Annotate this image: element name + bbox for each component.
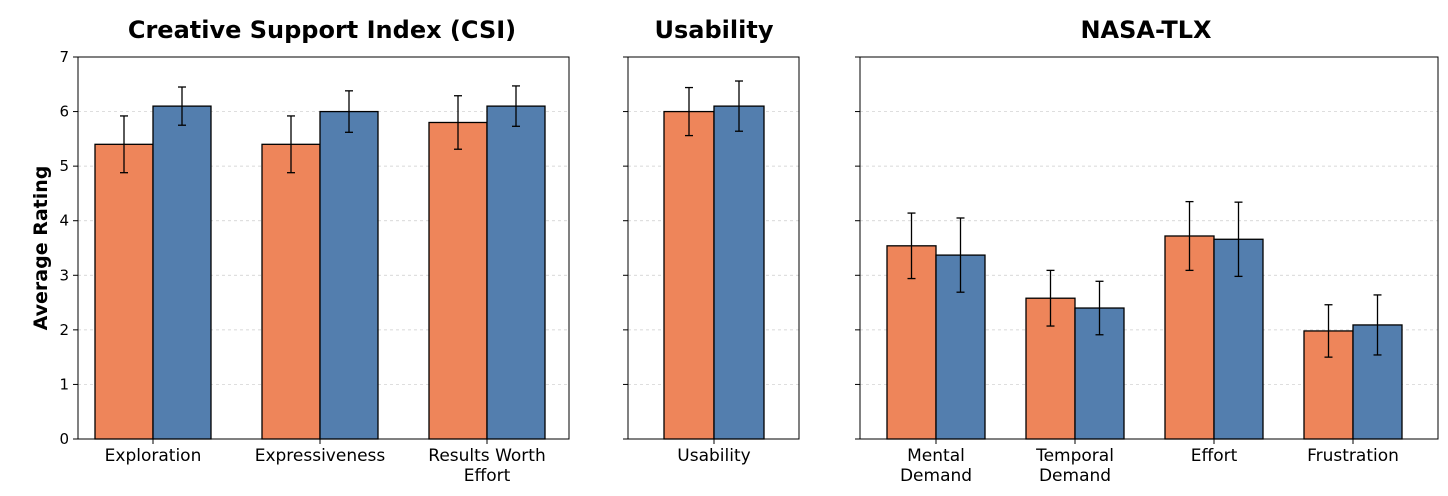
y-tick-label: 0 <box>59 430 69 448</box>
y-tick-label: 2 <box>59 321 69 339</box>
x-tick-label: Expressiveness <box>255 446 386 466</box>
bar <box>428 121 488 440</box>
x-tick-label: Results Worth Effort <box>428 446 545 486</box>
plot-frame <box>77 56 570 440</box>
x-tick-label: Usability <box>677 446 750 466</box>
y-tick-label: 1 <box>59 375 69 393</box>
bar <box>319 110 379 440</box>
y-tick-label: 7 <box>59 48 69 66</box>
x-tick-label: Exploration <box>105 446 202 466</box>
x-tick-label: Frustration <box>1307 446 1399 466</box>
x-tick-label: Temporal Demand <box>1035 446 1114 486</box>
bar <box>94 143 154 440</box>
x-tick-label: Mental Demand <box>900 446 972 486</box>
bar <box>486 105 546 440</box>
bar <box>261 143 321 440</box>
x-tick-label: Effort <box>1191 446 1238 466</box>
plot-frame <box>859 56 1439 440</box>
y-tick-label: 5 <box>59 157 69 175</box>
y-axis-label: Average Rating <box>30 166 52 331</box>
y-tick-label: 3 <box>59 266 69 284</box>
bar <box>663 110 715 440</box>
bar <box>713 105 765 440</box>
panel-title-nasa-tlx: NASA-TLX <box>1080 16 1212 44</box>
y-tick-label: 6 <box>59 103 69 121</box>
panel-title-csi: Creative Support Index (CSI) <box>128 16 516 44</box>
y-tick-label: 4 <box>59 212 69 230</box>
panel-title-usability: Usability <box>655 16 774 44</box>
bar <box>152 105 212 440</box>
